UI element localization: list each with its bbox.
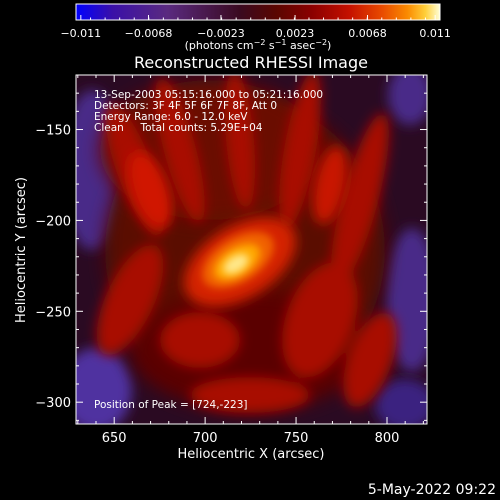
timestamp: 5-May-2022 09:22 — [368, 482, 496, 498]
bright-zone — [312, 145, 348, 225]
chart-title: Reconstructed RHESSI Image — [134, 53, 368, 72]
annotation-clean-counts: Clean Total counts: 5.29E+04 — [94, 122, 263, 134]
colorbar-units-exponent: −1 — [275, 38, 287, 47]
colorbar-units-text: asec — [286, 39, 315, 52]
emission-ray — [160, 312, 240, 368]
colorbar-units-exponent: −2 — [254, 38, 266, 47]
x-tick-labels: 650 700 750 800 — [102, 431, 400, 446]
colorbar-units: (photons cm−2 s−1 asec−2) — [185, 38, 332, 52]
colorbar-units-text: s — [265, 39, 274, 52]
peak-position-label: Position of Peak = [724,-223] — [94, 399, 248, 411]
plot-frame — [75, 74, 428, 425]
emission-ray — [155, 77, 205, 223]
peak-source — [202, 231, 274, 289]
x-axis-label: Heliocentric X (arcsec) — [178, 447, 325, 462]
peak-core — [223, 253, 249, 275]
emission-ray — [343, 312, 397, 408]
y-tick-label: −150 — [35, 124, 71, 139]
x-tick-label: 650 — [102, 431, 127, 446]
bright-zone — [128, 151, 172, 229]
colorbar-tick-labels: −0.011 −0.0068 −0.0023 0.0023 0.0068 0.011 — [60, 27, 450, 40]
colorbar-tick-label: 0.011 — [419, 27, 451, 40]
colorbar-units-exponent: −2 — [315, 38, 327, 47]
y-axis-label: Heliocentric Y (arcsec) — [14, 177, 29, 323]
emission-ray — [278, 75, 322, 229]
negative-region-bottom-right — [375, 379, 427, 424]
x-tick-label: 800 — [375, 431, 400, 446]
emission-ray — [190, 377, 310, 413]
heatmap-image — [76, 75, 427, 424]
axis-ticks — [76, 74, 427, 424]
colorbar-ticks — [75, 15, 441, 20]
y-tick-labels: −150 −200 −250 −300 — [35, 124, 71, 412]
emission-ray — [330, 112, 390, 288]
colorbar-units-text: (photons cm — [185, 39, 254, 52]
x-tick-label: 700 — [193, 431, 218, 446]
emission-ray — [96, 244, 164, 356]
colorbar-frame — [75, 3, 441, 21]
annotation-energy: Energy Range: 6.0 - 12.0 keV — [94, 111, 248, 123]
negative-region-top-right — [388, 75, 427, 125]
colorbar-tick-label: −0.011 — [60, 27, 101, 40]
emission-ray — [282, 262, 358, 378]
y-tick-label: −200 — [35, 214, 71, 229]
colorbar-units-text: ) — [327, 39, 331, 52]
colorbar — [76, 4, 440, 20]
annotation-time-range: 13-Sep-2003 05:15:16.000 to 05:21:16.000 — [94, 89, 323, 101]
colorbar-tick-label: 0.0068 — [348, 27, 387, 40]
y-tick-label: −250 — [35, 305, 71, 320]
colorbar-tick-label: −0.0023 — [197, 27, 245, 40]
colorbar-tick-label: −0.0068 — [125, 27, 173, 40]
colorbar-tick-label: 0.0023 — [276, 27, 315, 40]
negative-region-bottom-left — [76, 348, 132, 424]
annotation-detectors: Detectors: 3F 4F 5F 6F 7F 8F, Att 0 — [94, 100, 277, 112]
x-tick-label: 750 — [284, 431, 309, 446]
y-tick-label: −300 — [35, 396, 71, 411]
emission-ray — [224, 75, 256, 210]
